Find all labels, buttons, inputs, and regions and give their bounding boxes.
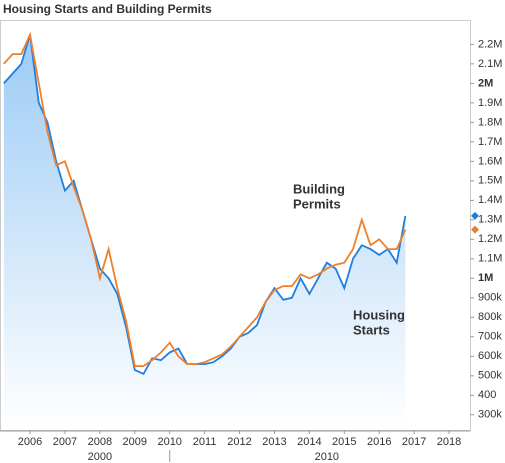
- x-tick-label: 2006: [18, 436, 42, 448]
- y-tick-label: 700k: [478, 331, 502, 343]
- annotation: Housing: [353, 307, 405, 322]
- x-group-label: 2000: [88, 451, 112, 463]
- x-tick-label: 2012: [227, 436, 251, 448]
- y-tick-label: 1.9M: [478, 97, 502, 109]
- x-tick-label: 2008: [88, 436, 112, 448]
- annotation: Building: [293, 181, 345, 196]
- x-tick-label: 2018: [437, 436, 461, 448]
- x-tick-label: 2010: [157, 436, 181, 448]
- x-tick-label: 2015: [332, 436, 356, 448]
- y-tick-label: 1M: [478, 272, 493, 284]
- last-value-marker: [471, 211, 479, 220]
- y-tick-label: 400: [478, 389, 496, 401]
- y-tick-label: 300k: [478, 409, 502, 421]
- y-tick-label: 500k: [478, 370, 502, 382]
- annotation: Starts: [353, 322, 390, 337]
- x-tick-label: 2009: [123, 436, 147, 448]
- line: [3, 34, 407, 376]
- y-tick-label: 2.2M: [478, 38, 502, 50]
- line: [3, 31, 407, 367]
- x-tick-label: 2013: [262, 436, 286, 448]
- area: [3, 34, 406, 430]
- y-tick-label: 1.7M: [478, 136, 502, 148]
- y-tick-label: 800k: [478, 311, 502, 323]
- y-tick-label: 600k: [478, 350, 502, 362]
- y-tick-label: 900k: [478, 292, 502, 304]
- y-tick-label: 1.4M: [478, 194, 502, 206]
- x-tick-label: 2014: [297, 436, 321, 448]
- chart-title: Housing Starts and Building Permits: [3, 2, 212, 16]
- x-group-label: 2010: [315, 451, 339, 463]
- y-tick-label: 1.2M: [478, 233, 502, 245]
- x-tick-label: 2011: [193, 436, 217, 448]
- y-tick-label: 1.8M: [478, 116, 502, 128]
- y-tick-label: 1.3M: [478, 214, 502, 226]
- x-tick-label: 2017: [402, 436, 426, 448]
- last-value-marker: [471, 225, 479, 234]
- y-tick-label: 1.6M: [478, 155, 502, 167]
- y-tick-label: 1.1M: [478, 253, 502, 265]
- x-tick-label: 2016: [367, 436, 391, 448]
- y-tick-label: 2.1M: [478, 58, 502, 70]
- annotation: Permits: [293, 196, 341, 211]
- y-tick-label: 1.5M: [478, 175, 502, 187]
- x-tick-label: 2007: [53, 436, 77, 448]
- y-tick-label: 2M: [478, 77, 493, 89]
